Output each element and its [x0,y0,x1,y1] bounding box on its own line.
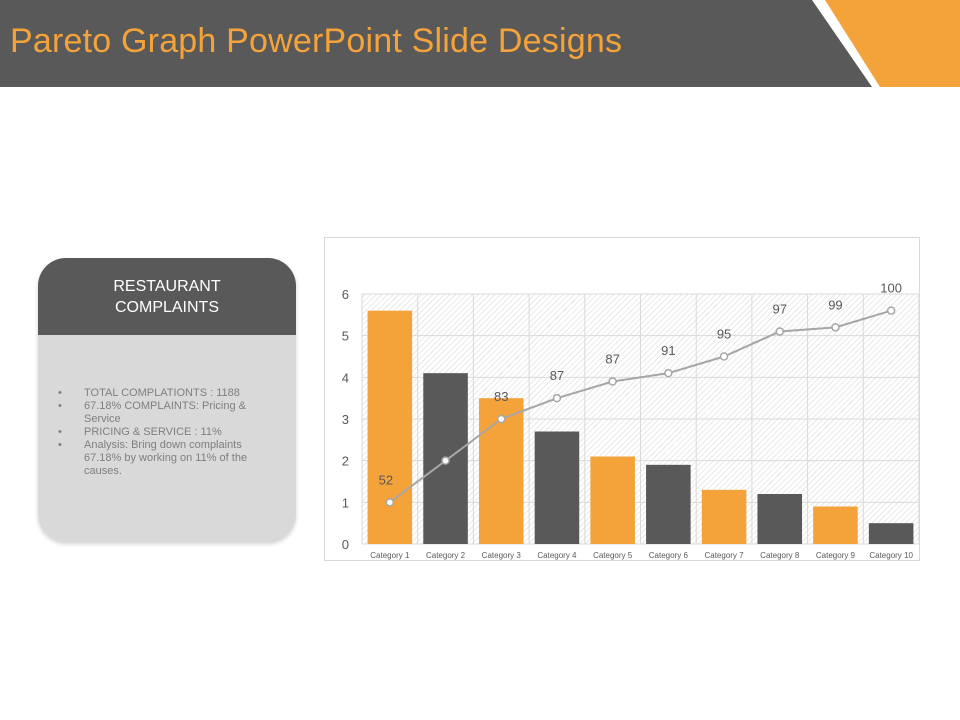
panel-item: 67.18% COMPLAINTS: Pricing & Service [58,400,268,426]
bar [534,431,580,544]
x-tick-label: Category 5 [593,551,633,560]
bar [701,489,747,544]
bar [868,523,914,544]
header-orange-accent [825,0,960,87]
line-point [831,323,840,332]
slide-title: Pareto Graph PowerPoint Slide Designs [10,22,623,60]
chart-svg: 52 78 83 87 87 91 95 97 99 100 0 1 2 3 4 5 6 Category 1 C… [342,281,920,560]
data-label: 87 [550,368,564,383]
bars [367,310,914,544]
panel-item: TOTAL COMPLATIONTS : 1188 [58,387,268,400]
bar [590,456,635,544]
x-tick-label: Category 7 [704,551,744,560]
y-tick-label: 6 [342,287,349,302]
line-point [608,377,617,386]
complaints-panel: RESTAURANT COMPLAINTS TOTAL COMPLATIONTS… [38,258,296,542]
panel-item: Analysis: Bring down complaints 67.18% b… [58,439,268,478]
x-tick-label: Category 4 [537,551,577,560]
line-point [497,414,506,424]
data-label: 100 [880,281,902,296]
bar [757,494,803,544]
pareto-chart: 52 78 83 87 87 91 95 97 99 100 0 1 2 3 4 5 6 Category 1 C… [324,237,920,561]
x-tick-label: Category 2 [426,551,466,560]
line-point [664,368,673,378]
y-tick-label: 5 [342,329,349,344]
data-label: 99 [828,297,842,312]
y-tick-label: 3 [342,412,349,427]
data-label: 83 [494,389,508,404]
data-label: 95 [717,327,731,342]
line-point [441,456,450,465]
line-point [385,498,395,507]
y-tick-label: 1 [342,495,349,510]
data-label: 78 [438,431,452,446]
data-label: 97 [773,302,787,317]
x-tick-label: Category 9 [816,551,856,560]
line-point [886,306,896,315]
panel-item: PRICING & SERVICE : 11% [58,426,268,439]
panel-list: TOTAL COMPLATIONTS : 1188 67.18% COMPLAI… [38,387,296,478]
line-point [552,393,562,403]
y-tick-label: 0 [342,537,349,552]
x-tick-label: Category 10 [869,551,913,560]
line-point [775,327,784,336]
bar [813,506,858,544]
x-tick-label: Category 3 [482,551,522,560]
data-labels: 52 78 83 87 87 91 95 97 99 100 [379,281,902,488]
line-point [719,352,729,361]
header-dark-band [0,0,872,87]
bar [646,464,691,544]
y-tick-label: 4 [342,370,349,385]
x-tick-label: Category 6 [649,551,689,560]
cumulative-line [385,306,896,507]
axes: 0 1 2 3 4 5 6 Category 1 Category 2 Category 3 Cat… [342,287,914,560]
x-tick-label: Category 1 [370,551,410,560]
data-label: 87 [605,352,619,367]
data-label: 91 [661,343,675,358]
y-tick-label: 2 [342,454,349,469]
header-shapes [0,0,960,87]
header-bar: Pareto Graph PowerPoint Slide Designs [0,0,960,88]
cumulative-line-path [389,309,892,504]
x-tick-label: Category 8 [760,551,800,560]
bar [367,310,413,544]
panel-heading: RESTAURANT COMPLAINTS [38,258,296,335]
data-label: 52 [379,472,393,487]
